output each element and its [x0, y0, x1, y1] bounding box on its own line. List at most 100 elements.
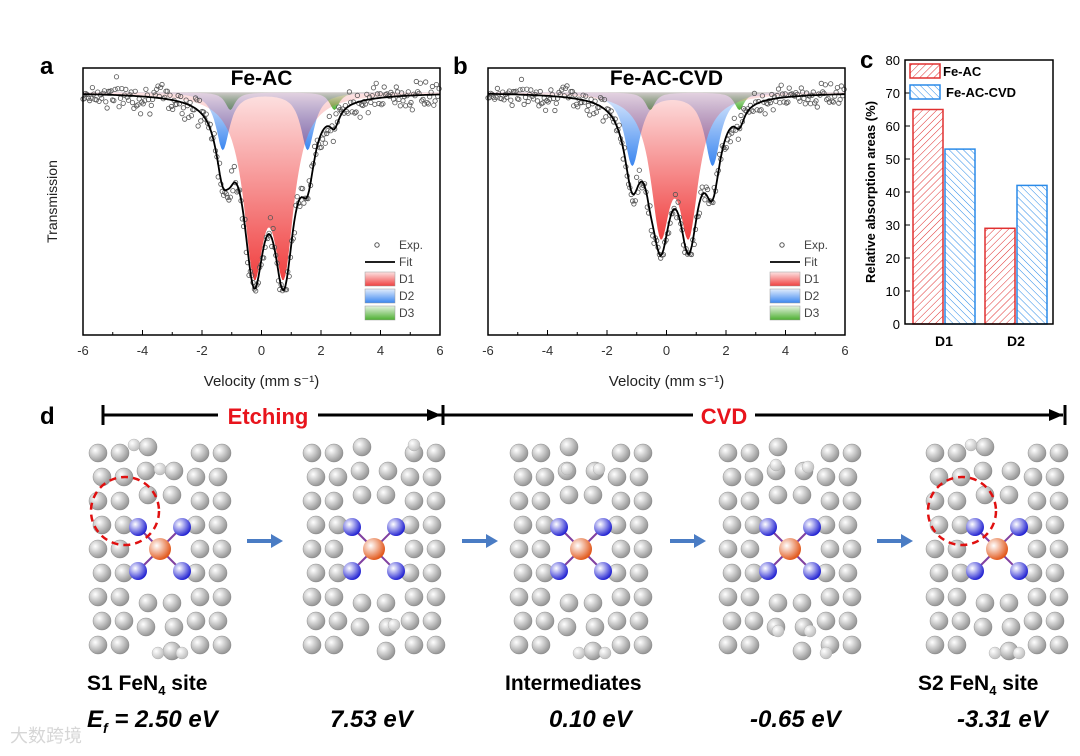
panel-letter-c: c [860, 47, 873, 74]
exp-data-point [93, 97, 100, 103]
exp-data-point [420, 96, 426, 103]
exp-data-point [729, 130, 735, 136]
carbon-atom [400, 467, 420, 487]
nitrogen-atom [803, 562, 821, 580]
exp-data-point [203, 111, 209, 117]
carbon-atom [718, 443, 738, 463]
legend-marker-exp [779, 242, 785, 248]
carbon-atom [1001, 461, 1021, 481]
exp-data-point [377, 91, 383, 97]
carbon-atom [186, 611, 206, 631]
exp-data-point [601, 97, 608, 103]
nitrogen-atom [594, 562, 612, 580]
exp-data-point [370, 85, 377, 91]
x-tick-label: 6 [436, 343, 443, 358]
legend-swatch-d2 [769, 288, 801, 304]
exp-data-point [405, 89, 411, 95]
carbon-atom [324, 491, 344, 511]
exp-data-point [154, 86, 160, 92]
carbon-atom [744, 611, 764, 631]
carbon-atom [559, 593, 579, 613]
carbon-atom [138, 593, 158, 613]
caption-s1-site: S1 FeN4 site [87, 672, 207, 698]
process-timeline: Etching CVD [101, 402, 1067, 429]
carbon-atom [212, 491, 232, 511]
exp-data-point [104, 105, 110, 111]
carbon-atom [973, 461, 993, 481]
carbon-atom [114, 611, 134, 631]
exp-data-point [89, 85, 96, 91]
carbon-atom [190, 635, 210, 655]
fit-line [487, 92, 845, 258]
x-tick-label: -2 [601, 343, 613, 358]
carbon-atom [629, 563, 649, 583]
exp-data-point [182, 116, 188, 122]
caption-s2-site: S2 FeN4 site [918, 672, 1038, 698]
carbon-atom [88, 443, 108, 463]
y-axis-label: Relative absorption areas (%) [863, 101, 878, 283]
exp-data-point [552, 107, 558, 114]
x-tick-label: -6 [77, 343, 89, 358]
carbon-atom [404, 539, 424, 559]
hydrogen-atom [819, 646, 833, 660]
carbon-atom [92, 563, 112, 583]
exp-data-point [131, 105, 137, 112]
bar-fe-ac-d2 [984, 227, 1016, 325]
exp-data-point [266, 230, 272, 236]
carbon-atom [88, 635, 108, 655]
exp-data-point [100, 90, 106, 96]
carbon-atom [925, 443, 945, 463]
exp-data-point [528, 87, 534, 93]
panel-letter-d: d [40, 403, 55, 430]
panel-a-mossbauer-fe-ac: -6 -4 -2 0 2 4 6 Velocity (mm s⁻¹) Fe-AC Transmis… [44, 67, 444, 390]
legend-label: Fe-AC [943, 64, 982, 79]
exp-data-point [837, 97, 843, 103]
hydrogen-atom [592, 462, 606, 476]
carbon-atom [842, 587, 862, 607]
carbon-atom [929, 515, 949, 535]
exp-data-point [179, 111, 185, 117]
exp-data-point [633, 174, 640, 180]
exp-data-point [299, 186, 306, 192]
exp-data-point [123, 86, 129, 93]
carbon-atom [947, 443, 967, 463]
exp-data-point [797, 98, 803, 104]
carbon-atom [302, 587, 322, 607]
exp-data-point [802, 101, 808, 107]
iron-atom [779, 538, 801, 560]
exp-data-point [813, 98, 819, 104]
carbon-atom [92, 611, 112, 631]
exp-data-point [397, 103, 403, 109]
exp-data-point [785, 99, 791, 105]
hydrogen-atom [175, 646, 189, 660]
exp-data-point [133, 103, 140, 109]
exp-data-point [569, 88, 575, 95]
exp-data-point [779, 91, 786, 97]
exp-data-point [828, 81, 834, 87]
carbon-atom [426, 443, 446, 463]
legend-label: D2 [804, 289, 820, 303]
step-arrow-icon [694, 534, 706, 548]
highlight-dashed-circle [926, 475, 998, 547]
exp-data-point [429, 83, 435, 90]
carbon-atom [186, 467, 206, 487]
carbon-atom [611, 587, 631, 607]
exp-data-point [231, 163, 237, 170]
exp-data-point [96, 98, 102, 104]
exp-data-point [786, 85, 792, 91]
exp-data-point [103, 99, 109, 105]
exp-data-point [545, 99, 551, 105]
carbon-atom [306, 467, 326, 487]
carbon-atom [212, 635, 232, 655]
x-tick-label: D2 [1007, 333, 1025, 349]
exp-data-point [125, 97, 132, 103]
carbon-atom [324, 539, 344, 559]
legend-label: D1 [804, 272, 820, 286]
carbon-atom [816, 467, 836, 487]
carbon-atom [929, 467, 949, 487]
energy-step3: 0.10 eV [549, 706, 632, 733]
carbon-atom [422, 611, 442, 631]
carbon-atom [611, 539, 631, 559]
exp-data-point [183, 97, 189, 103]
plot-frame [904, 59, 1054, 325]
